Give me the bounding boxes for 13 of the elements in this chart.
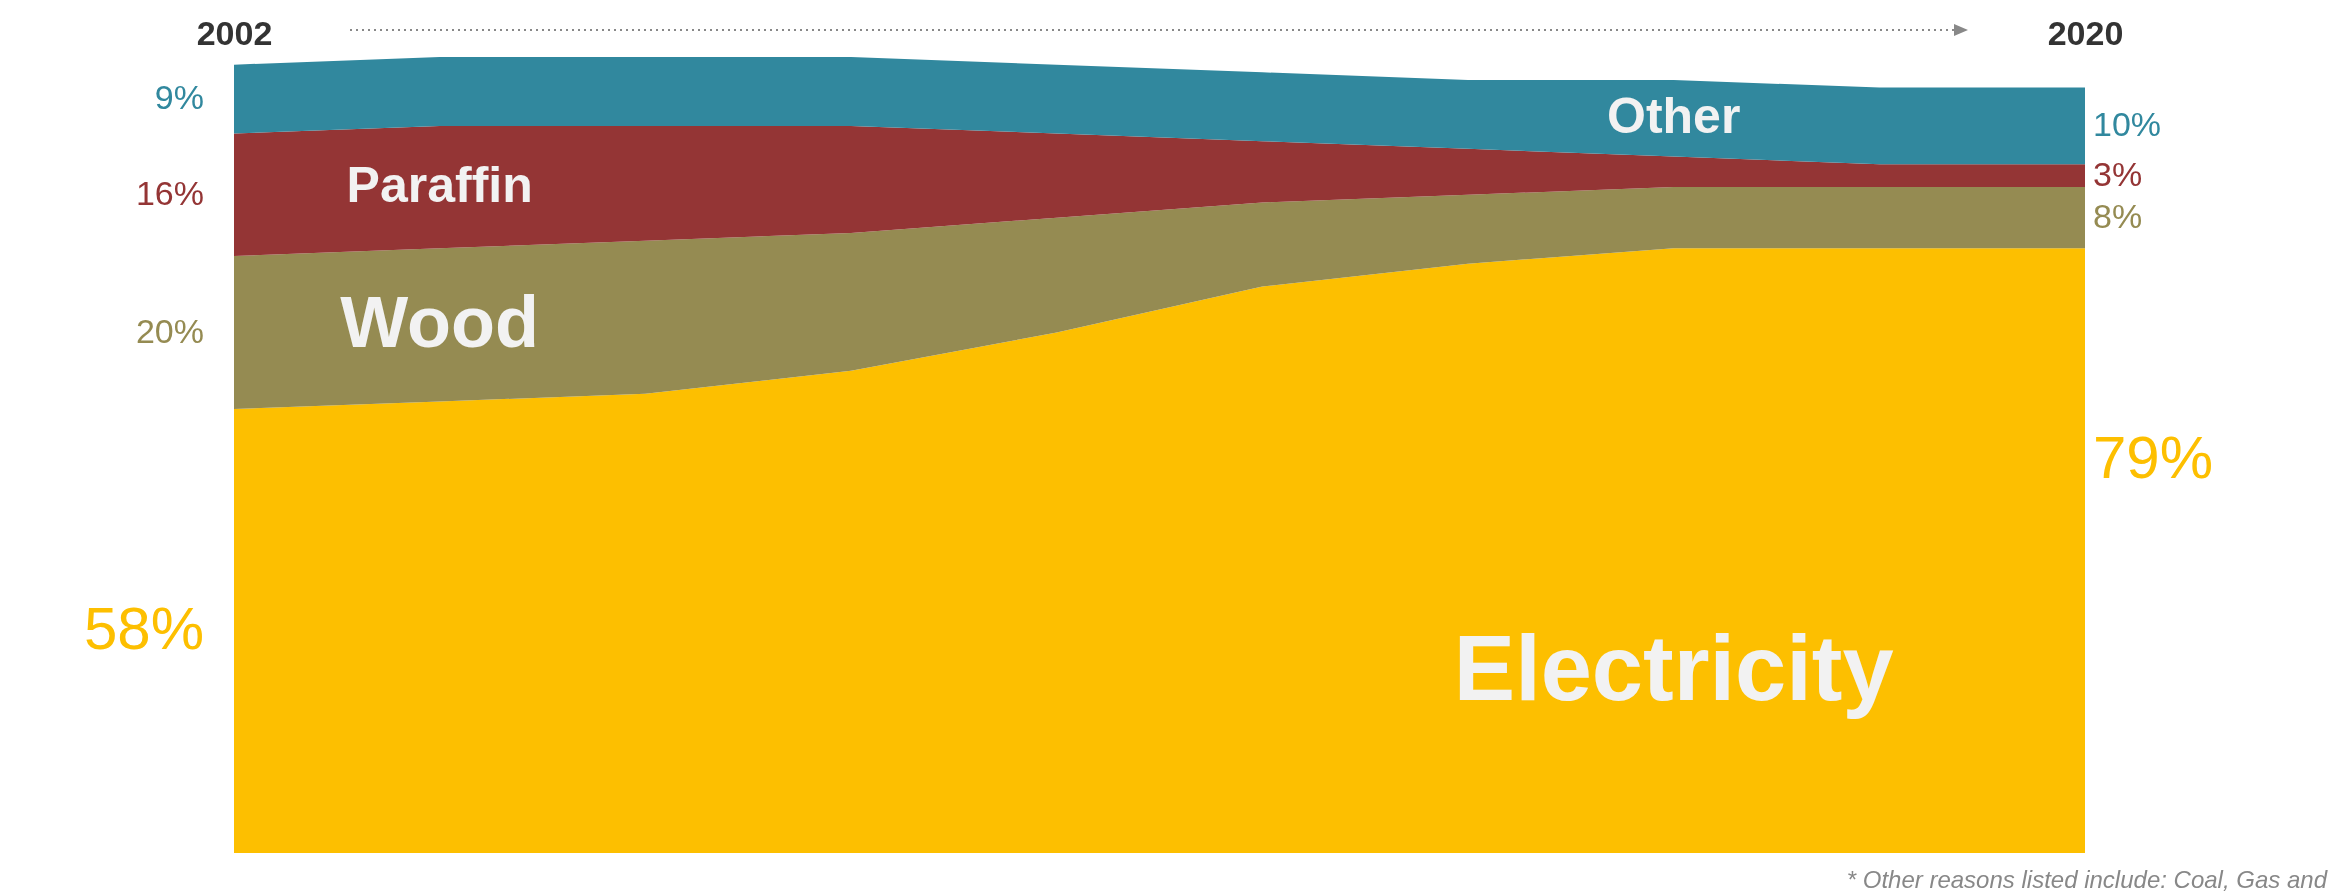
data-label: 58% xyxy=(83,595,204,663)
data-label: 9% xyxy=(154,78,204,117)
text: * Other reasons listed include: Coal, Gas and xyxy=(1846,866,2327,894)
data-label: 20% xyxy=(135,311,204,350)
data-label: 79% xyxy=(2093,423,2214,491)
x-tick-label: 2002 xyxy=(196,13,273,52)
data-label: 10% xyxy=(2093,104,2162,143)
series-label: Other xyxy=(1606,88,1741,145)
data-label: 8% xyxy=(2093,196,2143,235)
data-label: 16% xyxy=(135,173,204,212)
data-label: 3% xyxy=(2093,154,2143,193)
x-tick-label: 2020 xyxy=(2047,13,2124,52)
series-label: Paraffin xyxy=(346,157,533,214)
